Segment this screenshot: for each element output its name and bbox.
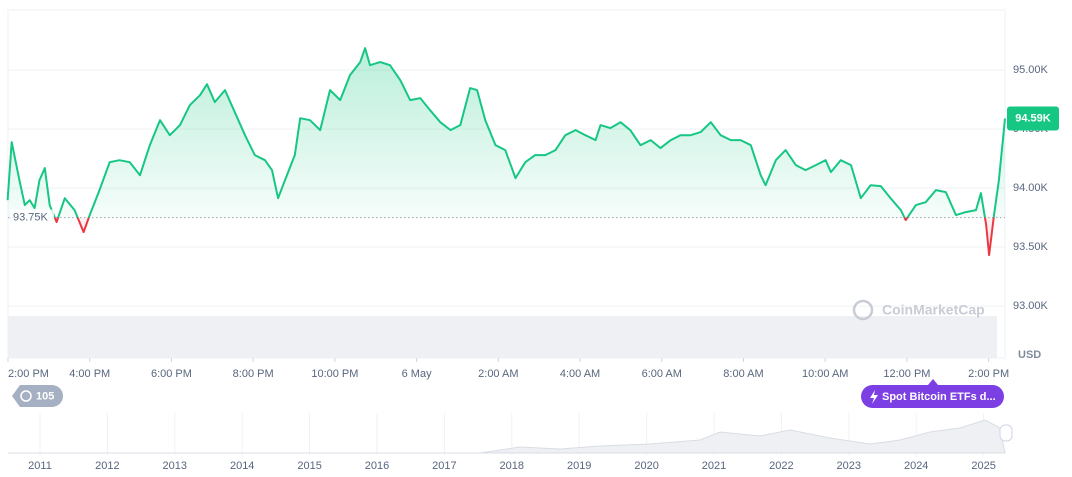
navigator-year: 2025 (971, 460, 995, 472)
x-tick-label: 2:00 PM (968, 368, 1009, 380)
event-label: Spot Bitcoin ETFs d... (882, 391, 996, 403)
navigator-year: 2011 (28, 460, 52, 472)
y-tick-label: 93.00K (1013, 300, 1049, 312)
x-tick-label: 10:00 PM (311, 368, 358, 380)
navigator-year: 2019 (567, 460, 591, 472)
navigator-year: 2020 (634, 460, 658, 472)
y-tick-label: 95.00K (1013, 64, 1049, 76)
y-axis-label: USD (1018, 349, 1041, 361)
navigator-area (8, 419, 1006, 454)
event-badge[interactable]: Spot Bitcoin ETFs d... (861, 379, 1004, 408)
x-tick-label: 4:00 AM (560, 368, 600, 380)
navigator-year: 2017 (432, 460, 456, 472)
x-tick-label: 6:00 PM (151, 368, 192, 380)
navigator-year: 2015 (297, 460, 321, 472)
navigator-year: 2013 (163, 460, 187, 472)
x-tick-label: 6:00 AM (642, 368, 682, 380)
x-tick-label: 8:00 PM (233, 368, 274, 380)
current-price-badge (1007, 106, 1059, 131)
event-count-badge[interactable]: 105 (12, 385, 63, 407)
y-tick-label: 93.50K (1013, 241, 1049, 253)
current-price-label: 94.59K (1015, 112, 1051, 124)
watermark: CoinMarketCap (852, 299, 985, 321)
navigator-year: 2014 (230, 460, 254, 472)
price-line (6, 47, 1006, 257)
x-tick-label: 4:00 PM (69, 368, 110, 380)
navigator-year: 2018 (500, 460, 524, 472)
baseline-label: 93.75K (13, 212, 49, 224)
navigator-year: 2021 (702, 460, 726, 472)
x-tick-label: 10:00 AM (802, 368, 848, 380)
navigator-handle[interactable] (999, 424, 1013, 442)
x-tick-label: 2:00 PM (8, 368, 49, 380)
x-tick-label: 6 May (402, 368, 432, 380)
navigator-year: 2022 (769, 460, 793, 472)
x-tick-label: 12:00 PM (883, 368, 930, 380)
event-count: 105 (36, 390, 54, 402)
navigator (8, 413, 1013, 455)
price-area (7, 48, 1006, 256)
watermark-text: CoinMarketCap (882, 302, 985, 318)
x-tick-label: 8:00 AM (723, 368, 763, 380)
volume-band (8, 316, 997, 358)
y-tick-label: 94.00K (1013, 182, 1049, 194)
navigator-year: 2012 (95, 460, 119, 472)
navigator-year: 2016 (365, 460, 389, 472)
x-tick-label: 2:00 AM (478, 368, 518, 380)
navigator-year: 2023 (837, 460, 861, 472)
navigator-year: 2024 (904, 460, 928, 472)
baseline-label-bg (10, 209, 54, 226)
